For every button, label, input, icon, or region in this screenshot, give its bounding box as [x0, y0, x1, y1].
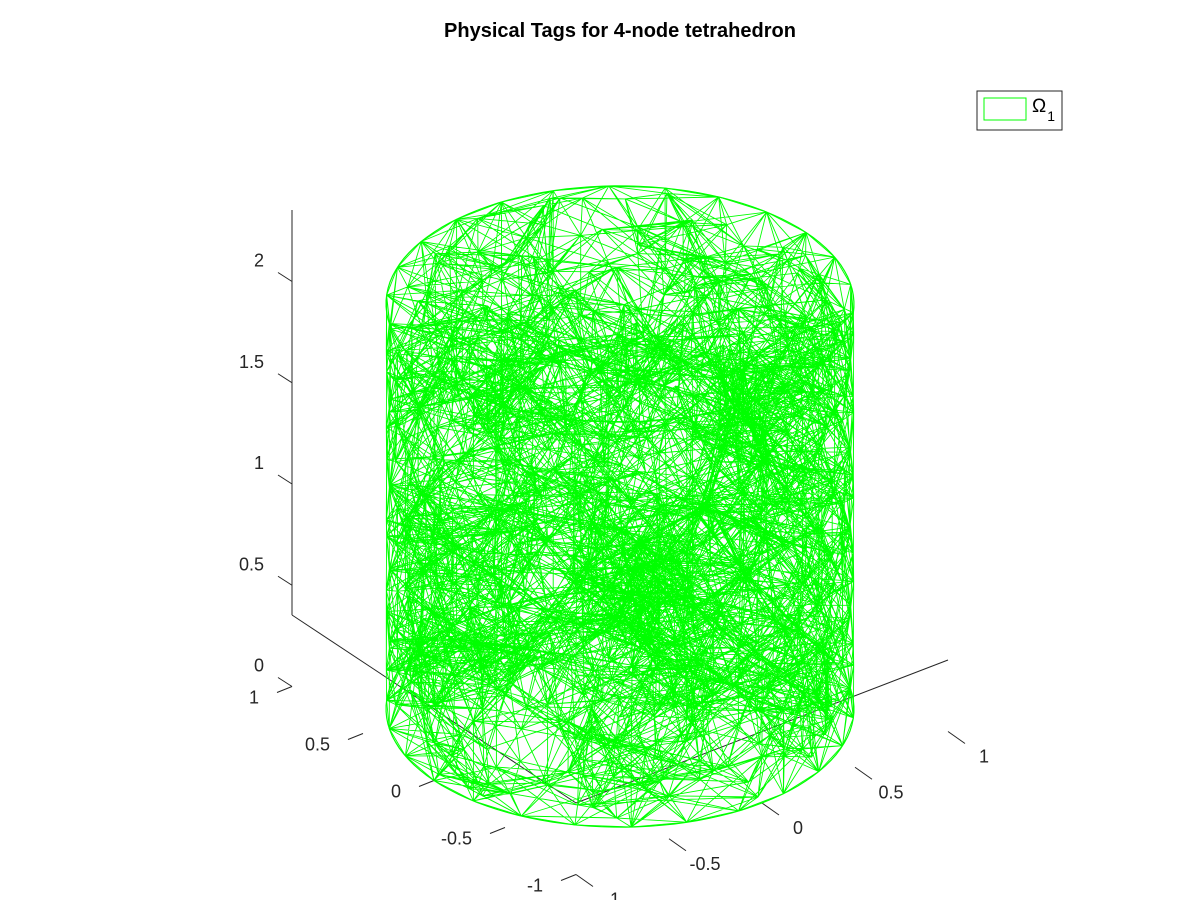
x-tick-label: 0	[793, 818, 803, 838]
axis-tick-labels: 0 0.5 1 1.5 2 -1 -0.5 0 0.5 1 -1 -0.5 0 0.5 1	[239, 251, 989, 900]
z-tick-label: 1.5	[239, 352, 264, 372]
legend-subscript: 1	[1047, 108, 1055, 124]
y-tick-label: -1	[527, 876, 543, 896]
y-tick	[347, 733, 364, 740]
x-tick-label: -0.5	[689, 854, 720, 874]
legend: Ω1	[976, 90, 1063, 131]
z-tick	[277, 575, 293, 586]
mesh-top-rim	[385, 185, 855, 423]
y-tick	[560, 874, 577, 881]
x-tick	[575, 874, 594, 887]
z-tick	[277, 272, 293, 282]
chart-title: Physical Tags for 4-node tetrahedron	[444, 20, 796, 42]
z-tick	[277, 373, 293, 384]
y-tick-label: 0.5	[305, 735, 330, 755]
axis-ticks	[276, 272, 966, 887]
y-tick	[418, 780, 435, 787]
tetrahedral-mesh	[385, 185, 855, 828]
y-tick-label: 0	[391, 782, 401, 802]
x-tick	[761, 802, 780, 816]
x-tick-label: 1	[979, 747, 989, 767]
y-axis-line	[291, 614, 577, 804]
z-tick-label: 0	[254, 656, 264, 676]
x-tick-label: 0.5	[878, 782, 903, 802]
legend-symbol: Ω	[1032, 96, 1046, 117]
mesh-edges	[385, 185, 855, 828]
legend-label: Ω1	[1032, 96, 1055, 124]
z-tick-label: 0.5	[239, 554, 264, 574]
x-tick	[854, 766, 873, 780]
x-tick	[668, 838, 687, 852]
z-tick	[277, 474, 293, 485]
x-tick	[947, 731, 966, 744]
x-tick-label: -1	[604, 890, 620, 900]
y-tick	[276, 686, 293, 693]
y-tick-label: -0.5	[441, 829, 472, 849]
legend-swatch	[983, 97, 1027, 121]
y-tick	[489, 827, 506, 834]
mesh-bottom-rim	[385, 590, 855, 828]
y-tick-label: 1	[249, 688, 259, 708]
z-tick-label: 1	[254, 453, 264, 473]
z-tick-label: 2	[254, 251, 264, 271]
z-tick	[277, 677, 293, 687]
